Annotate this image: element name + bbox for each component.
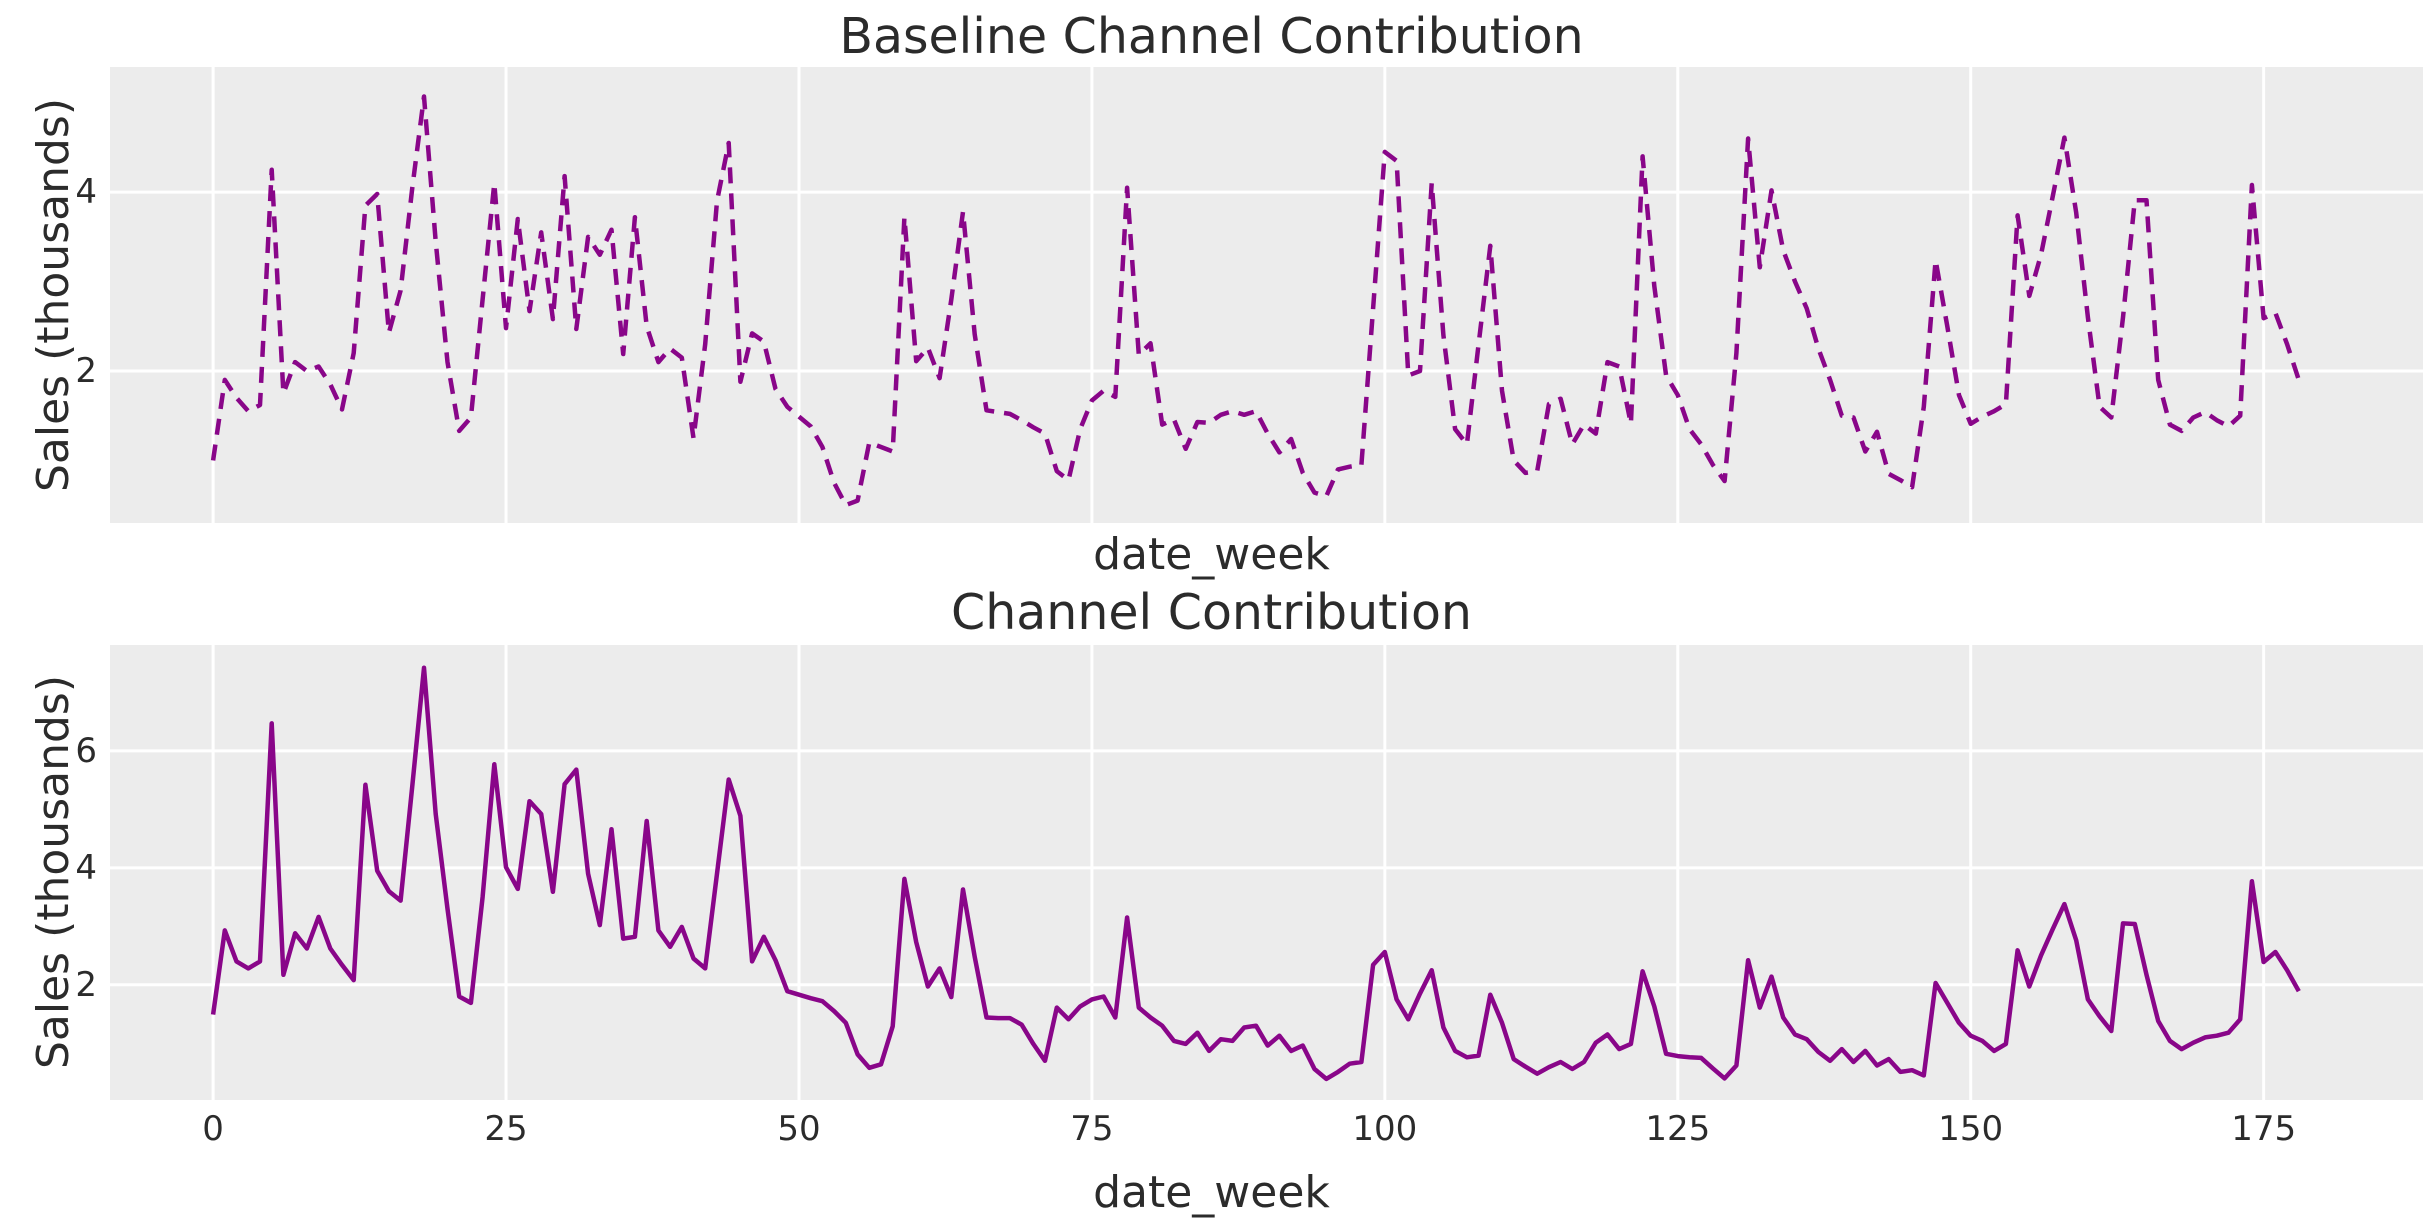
channel-plot-area [110, 645, 2423, 1100]
y-tick-label: 4 [75, 172, 97, 213]
baseline-x-axis-label: date_week [1093, 529, 1330, 580]
channel-x-axis-label: date_week [1093, 1167, 1330, 1218]
x-tick-label: 50 [777, 1109, 821, 1149]
x-tick-label: 175 [2231, 1109, 2297, 1149]
baseline-series-line [210, 94, 2301, 508]
x-tick-label: 100 [1352, 1109, 1418, 1149]
baseline-y-axis-label: Sales (thousands) [28, 98, 79, 493]
x-tick-label: 75 [1070, 1109, 1114, 1149]
y-tick-label: 2 [75, 964, 97, 1005]
y-tick-label: 6 [75, 730, 97, 771]
x-tick-label: 25 [484, 1109, 528, 1149]
x-tick-label: 150 [1938, 1109, 2004, 1149]
y-tick-label: 2 [75, 351, 97, 391]
y-tick-label: 4 [75, 847, 97, 888]
baseline-plot-area [110, 67, 2423, 523]
x-tick-label: 125 [1645, 1109, 1711, 1149]
baseline-line-chart [110, 67, 2423, 523]
channel-line-chart [110, 645, 2423, 1100]
channel-series-line [210, 665, 2301, 1082]
x-tick-label: 0 [202, 1109, 224, 1149]
chart-title-channel: Channel Contribution [951, 584, 1472, 641]
chart-title-baseline: Baseline Channel Contribution [839, 8, 1584, 65]
